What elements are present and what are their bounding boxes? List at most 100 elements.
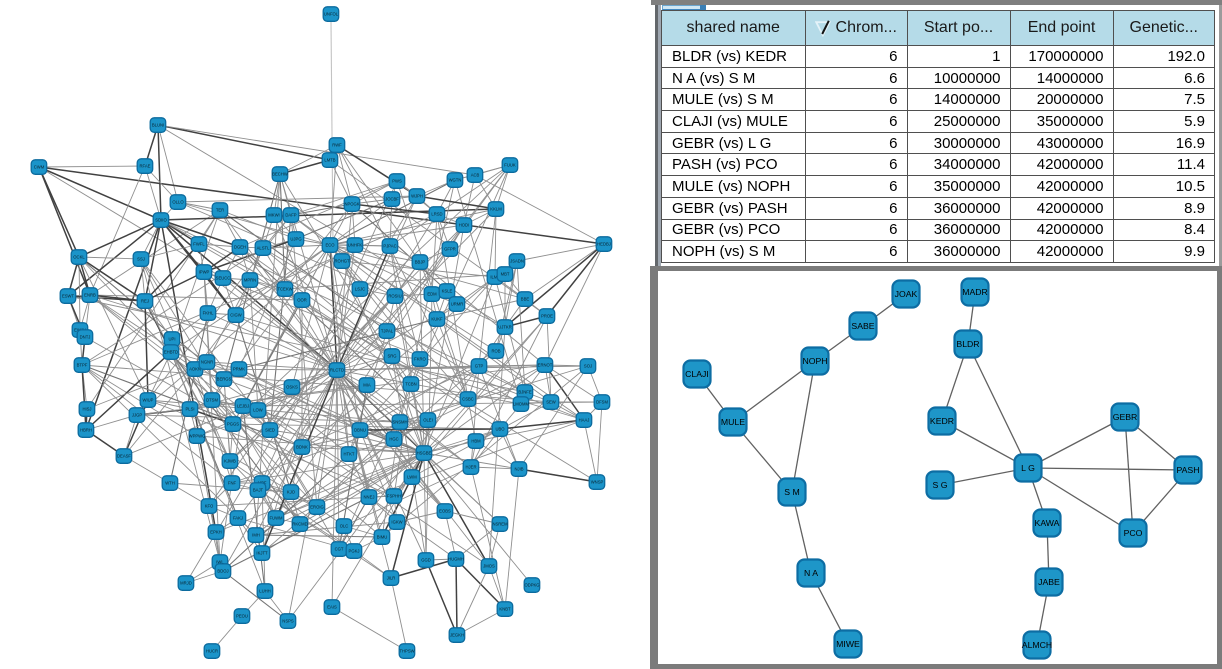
svg-text:NGNR: NGNR [201,360,213,365]
svg-text:JILR: JILR [387,576,396,581]
svg-text:OCKL: OCKL [73,255,85,260]
svg-text:ACB: ACB [471,173,480,178]
svg-text:PWS: PWS [392,179,402,184]
svg-text:DAFP: DAFP [285,213,296,218]
svg-text:PROE: PROE [541,314,553,319]
svg-text:PJPAC: PJPAC [383,244,396,249]
svg-text:BBE: BBE [521,297,530,302]
svg-text:CIGW: CIGW [230,313,241,318]
svg-text:PGGS: PGGS [227,422,239,427]
svg-text:URMR: URMR [451,302,464,307]
svg-text:GTP: GTP [475,364,484,369]
svg-text:L G: L G [1021,463,1035,473]
svg-text:SRG: SRG [387,354,396,359]
svg-text:RWF: RWF [332,143,342,148]
svg-text:KUKF: KUKF [431,317,443,322]
svg-text:KSLE: KSLE [442,289,453,294]
svg-text:ODPKG: ODPKG [524,583,539,588]
svg-text:BDOJ: BDOJ [217,569,228,574]
svg-text:FUWM: FUWM [269,516,283,521]
svg-text:PGKJ: PGKJ [349,549,360,554]
svg-text:DTSM: DTSM [206,398,218,403]
svg-text:TCBN: TCBN [405,382,416,387]
svg-text:NPOGK: NPOGK [344,202,359,207]
svg-text:IPWP: IPWP [199,270,210,275]
svg-text:KAWA: KAWA [1035,518,1060,528]
svg-text:DNTJ: DNTJ [80,335,91,340]
svg-text:RLCTD: RLCTD [330,368,344,373]
svg-text:SEW: SEW [546,400,556,405]
svg-text:PEOU: PEOU [236,614,248,619]
svg-text:ALSTL: ALSTL [257,246,270,251]
svg-text:GGD: GGD [421,558,431,563]
svg-text:TCEKW: TCEKW [277,287,292,292]
svg-text:UBO: UBO [495,427,505,432]
svg-text:HODI: HODI [459,223,469,228]
svg-text:HGC: HGC [389,437,398,442]
svg-text:OLLO: OLLO [172,200,184,205]
svg-text:ROB: ROB [491,349,500,354]
svg-text:ECO: ECO [325,243,335,248]
svg-text:HBM: HBM [471,439,481,444]
svg-text:CWM: CWM [34,165,45,170]
svg-text:RFAE: RFAE [140,164,151,169]
svg-text:N A: N A [804,568,818,578]
svg-text:ESWT: ESWT [62,294,75,299]
svg-text:OLC: OLC [340,524,349,529]
svg-text:LSJC: LSJC [355,287,365,292]
svg-text:KJWB: KJWB [224,459,236,464]
svg-text:BTPF: BTPF [77,363,88,368]
svg-text:WIUP: WIUP [143,398,154,403]
svg-text:BAJT: BAJT [253,488,264,493]
svg-text:JABE: JABE [1038,577,1060,587]
svg-text:SABE: SABE [851,321,874,331]
svg-text:SNSMH: SNSMH [392,420,407,425]
svg-text:HAAJ: HAAJ [579,418,590,423]
svg-text:HJER: HJER [466,465,477,470]
svg-text:IMH: IMH [252,533,260,538]
svg-text:SIED: SIED [265,428,275,433]
svg-text:GFPR: GFPR [444,247,456,252]
svg-text:HTKT: HTKT [344,452,355,457]
svg-text:MADR: MADR [962,287,988,297]
svg-text:FWFL: FWFL [193,242,205,247]
svg-text:SEUCC: SEUCC [216,276,231,281]
svg-text:NSREM: NSREM [492,522,508,527]
svg-text:CSBC: CSBC [462,397,474,402]
svg-text:BIMU: BIMU [377,535,387,540]
svg-text:PLSI: PLSI [185,407,194,412]
svg-text:LUHH: LUHH [259,589,270,594]
svg-text:DBNU: DBNU [354,428,366,433]
svg-text:EPKH: EPKH [210,530,221,535]
svg-text:BBJP: BBJP [415,260,426,265]
svg-text:ERNOT: ERNOT [538,363,553,368]
svg-text:AOKN: AOKN [189,367,201,372]
svg-text:JOAK: JOAK [895,289,918,299]
svg-text:PRMK: PRMK [233,367,245,372]
svg-text:WPPWG: WPPWG [189,434,206,439]
svg-text:MULE: MULE [721,417,745,427]
svg-text:HUGMH: HUGMH [448,557,464,562]
svg-text:SDIIO: SDIIO [155,218,167,223]
svg-text:TJPAL: TJPAL [381,329,394,334]
svg-text:DGEH: DGEH [234,245,246,250]
svg-text:EROIG: EROIG [310,505,324,510]
svg-text:BLDR: BLDR [956,339,979,349]
svg-text:WNSP: WNSP [591,480,604,485]
svg-text:S M: S M [784,487,799,497]
svg-text:MRJD: MRJD [180,581,192,586]
svg-text:PCO: PCO [1124,528,1143,538]
svg-text:BERGS: BERGS [217,377,232,382]
svg-text:UJTKR: UJTKR [498,325,512,330]
svg-text:S G: S G [933,480,948,490]
svg-text:WGTN: WGTN [449,178,462,183]
svg-text:NJIB: NJIB [514,467,523,472]
svg-text:RKCMD: RKCMD [292,522,307,527]
svg-text:MBT: MBT [501,272,510,277]
svg-text:CLAJI: CLAJI [685,369,709,379]
svg-text:ROHGT: ROHGT [334,259,350,264]
svg-text:WJPH: WJPH [411,194,423,199]
svg-text:CGT: CGT [335,547,344,552]
svg-text:ILML: ILML [490,275,500,280]
svg-text:MIWE: MIWE [836,639,860,649]
